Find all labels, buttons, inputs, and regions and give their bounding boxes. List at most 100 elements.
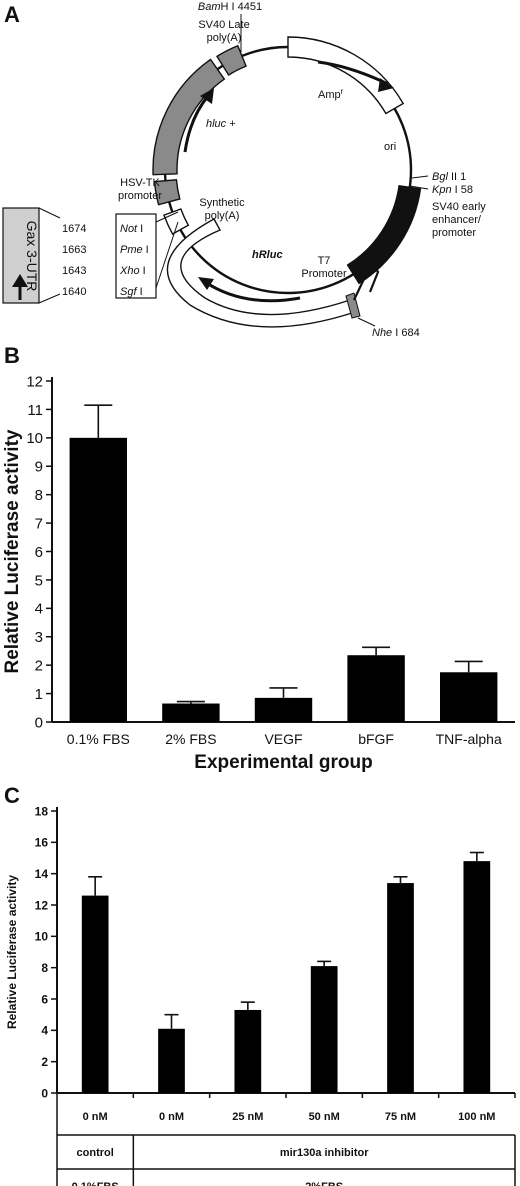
hrluc-arrow [204, 280, 301, 303]
x-tick-label: 0 nM [83, 1111, 108, 1123]
amp-label: Ampr [318, 87, 344, 101]
nhei-label: Nhe I 684 [372, 327, 420, 339]
bar [347, 655, 405, 722]
y-tick-label: 0 [41, 1086, 48, 1100]
site-enzyme-2: Xho [119, 265, 140, 277]
bar [234, 1009, 262, 1093]
group-label: 2%FBS [305, 1181, 343, 1186]
y-tick-label: 6 [35, 544, 43, 561]
y-tick-label: 5 [35, 572, 43, 589]
hluc-arrow [183, 95, 210, 153]
kpni-tick [409, 185, 429, 190]
x-tick-label: 75 nM [385, 1111, 416, 1123]
hluc-label: hluc + [206, 118, 236, 130]
gax-arrowhead [12, 274, 28, 287]
x-tick-label: bFGF [358, 731, 394, 747]
nhei-suffix: I 684 [392, 327, 420, 339]
group-label: 0.1%FBS [72, 1181, 119, 1186]
site-suffix-0: I [137, 223, 143, 235]
hluc-name: hluc [206, 118, 227, 130]
sv40-late-label-1: SV40 Late [198, 19, 249, 31]
insert-connector-bottom [38, 293, 61, 304]
site-suffix-3: I [137, 286, 143, 298]
y-tick-label: 11 [27, 402, 43, 419]
bglii-enzyme: Bgl [432, 171, 448, 183]
bglii-label: Bgl II 1 [432, 171, 466, 183]
amp-arrowhead [378, 78, 394, 92]
plasmid-map: Gax 3-UTR 1674 Not I 1663 Pme I 1643 Xho I 164… [2, 1, 486, 339]
sv40-early-label-3: promoter [432, 227, 476, 239]
y-tick-label: 14 [35, 867, 49, 881]
y-tick-label: 12 [35, 898, 49, 912]
site-enzyme-1: Pme [120, 244, 143, 256]
nhei-enzyme: Nhe [372, 327, 392, 339]
hsv-label-2: promoter [118, 190, 162, 202]
insert-connector-top [38, 207, 61, 219]
x-tick-label: 25 nM [232, 1111, 263, 1123]
panel-b-chart: B 0 1 2 3 4 5 6 7 8 9 10 11 12 0.1% FBS 2% FBS VEGF bFGF… [0, 335, 520, 775]
t7-label-1: T7 [318, 255, 331, 267]
x-tick-label: 2% FBS [165, 731, 216, 747]
y-tick-label: 16 [35, 836, 49, 850]
site-suffix-2: I [140, 265, 146, 277]
hluc-arc [152, 58, 226, 176]
y-tick-label: 1 [35, 686, 43, 703]
site-name-3: Sgf I [120, 286, 143, 298]
amp-arc [287, 36, 405, 115]
nhei-tick [357, 317, 376, 327]
y-tick-label: 2 [41, 1055, 48, 1069]
kpni-suffix: I 58 [452, 184, 473, 196]
y-tick-label: 9 [35, 459, 43, 476]
site-enzyme-3: Sgf [120, 286, 137, 298]
y-tick-label: 8 [41, 961, 48, 975]
bar [69, 437, 128, 722]
bamhi-label: BamH I 4451 [198, 1, 262, 13]
x-tick-label: 0.1% FBS [67, 731, 130, 747]
site-pos-1: 1663 [62, 244, 86, 256]
panel-letter-b: B [4, 343, 20, 368]
kpni-label: Kpn I 58 [432, 184, 473, 196]
bglii-suffix: II 1 [448, 171, 466, 183]
y-tick-label: 7 [35, 515, 43, 532]
y-tick-label: 3 [35, 629, 43, 646]
bar [81, 895, 109, 1093]
amp-sup: r [341, 87, 344, 96]
chart-c: 0 2 4 6 8 10 12 14 16 18 0 nM 0 nM 25 nM 50 nM 75 nM 10… [5, 804, 516, 1186]
y-tick-label: 2 [35, 658, 43, 675]
group-label: control [77, 1147, 114, 1159]
site-name-2: Xho I [119, 265, 146, 277]
hsv-tk-box [153, 179, 181, 206]
bar [158, 1028, 185, 1093]
y-tick-label: 0 [35, 714, 43, 731]
bar [439, 672, 498, 722]
panel-letter-c: C [4, 783, 20, 808]
bar [387, 883, 414, 1093]
site-connector-1 [155, 211, 179, 223]
x-axis-label: Experimental group [194, 752, 372, 773]
y-tick-label: 8 [35, 487, 43, 504]
kpni-enzyme: Kpn [432, 184, 452, 196]
bar [463, 861, 491, 1093]
site-pos-2: 1643 [62, 265, 86, 277]
restriction-site-box [115, 213, 157, 299]
site-name-1: Pme I [120, 244, 149, 256]
x-tick-label: TNF-alpha [436, 731, 502, 747]
synthetic-label-2: poly(A) [205, 210, 240, 222]
bar [254, 697, 313, 722]
hluc-arrowhead [200, 88, 214, 104]
y-tick-label: 4 [35, 601, 43, 618]
t7-box [345, 292, 361, 319]
y-tick-label: 18 [35, 804, 49, 818]
y-axis-label: Relative Luciferase activity [2, 429, 23, 673]
synthetic-label-1: Synthetic [199, 197, 245, 209]
panel-letter-a: A [4, 2, 20, 27]
amp-name: Amp [318, 89, 341, 101]
y-tick-label: 10 [35, 930, 49, 944]
sv40-late-box [216, 44, 247, 76]
panel-c-chart: C 0 2 4 6 8 10 12 14 16 18 0 nM 0 nM 25 nM 50 nM 75 nM… [0, 775, 520, 1186]
site-connector-2 [155, 221, 179, 289]
y-tick-label: 12 [26, 373, 43, 390]
x-tick-label: VEGF [264, 731, 302, 747]
hrluc-label: hRluc [252, 249, 283, 261]
